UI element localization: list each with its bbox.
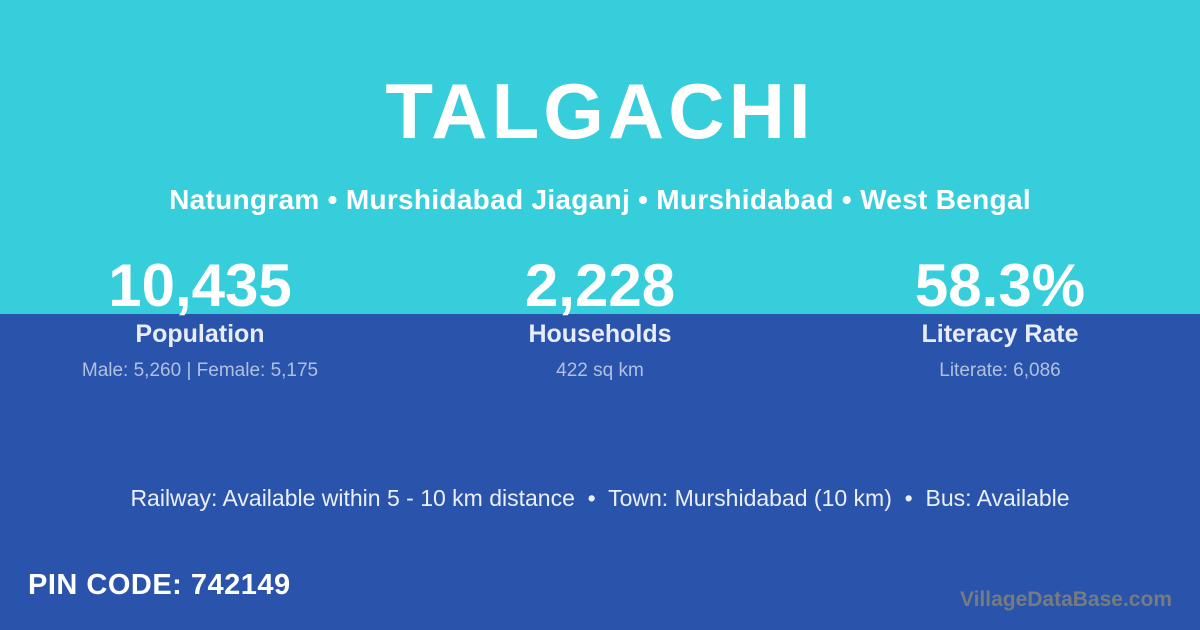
population-value: 10,435 xyxy=(108,252,292,319)
stat-population: 10,435 Population Male: 5,260 | Female: … xyxy=(0,256,400,382)
pin-code: PIN CODE: 742149 xyxy=(28,569,291,601)
page-title: TALGACHI xyxy=(385,67,815,155)
population-detail: Male: 5,260 | Female: 5,175 xyxy=(81,360,319,381)
households-value: 2,228 xyxy=(524,252,676,319)
population-label: Population xyxy=(135,320,265,348)
literacy-label: Literacy Rate xyxy=(921,320,1079,348)
stat-literacy: 58.3% Literacy Rate Literate: 6,086 xyxy=(800,256,1200,382)
literacy-value: 58.3% xyxy=(914,252,1086,319)
breadcrumb: Natungram • Murshidabad Jiaganj • Murshi… xyxy=(169,184,1031,215)
stat-households: 2,228 Households 422 sq km xyxy=(400,256,800,382)
households-detail: 422 sq km xyxy=(556,360,644,381)
site-watermark: VillageDataBase.com xyxy=(959,588,1172,611)
stats-row: 10,435 Population Male: 5,260 | Female: … xyxy=(0,256,1200,382)
households-label: Households xyxy=(528,320,672,348)
amenities-line: Railway: Available within 5 - 10 km dist… xyxy=(130,485,1070,511)
literacy-detail: Literate: 6,086 xyxy=(939,360,1061,381)
